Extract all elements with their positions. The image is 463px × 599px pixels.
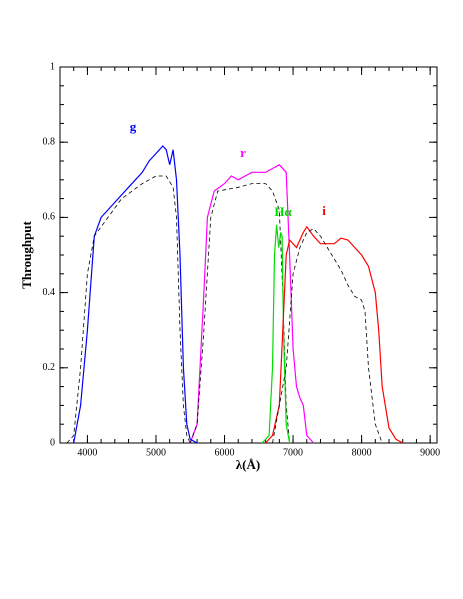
series-label: i xyxy=(322,203,326,218)
series-line xyxy=(66,175,191,444)
series-line xyxy=(265,225,403,444)
series-label: Hα xyxy=(274,204,292,219)
y-tick-label: 0.6 xyxy=(43,212,56,223)
y-tick-label: 1 xyxy=(50,61,55,72)
y-tick-label: 0.4 xyxy=(43,287,56,298)
series-line xyxy=(189,164,315,444)
x-tick-label: 6000 xyxy=(215,447,235,458)
series-line xyxy=(272,228,383,444)
y-tick-label: 0.2 xyxy=(43,362,56,373)
x-tick-label: 8000 xyxy=(352,447,372,458)
series-label: g xyxy=(130,119,137,134)
series-line xyxy=(73,145,198,444)
y-tick-label: 0 xyxy=(50,437,55,448)
series-line xyxy=(189,183,290,444)
x-axis-label: λ(Å) xyxy=(236,457,260,472)
x-tick-label: 9000 xyxy=(420,447,440,458)
series-line xyxy=(261,224,291,444)
series-label: r xyxy=(240,145,246,160)
y-axis-label: Throughput xyxy=(19,220,34,288)
x-tick-label: 5000 xyxy=(146,447,166,458)
y-tick-label: 0.8 xyxy=(43,136,56,147)
x-tick-label: 4000 xyxy=(77,447,97,458)
plot-frame xyxy=(59,66,438,444)
x-tick-label: 7000 xyxy=(283,447,303,458)
